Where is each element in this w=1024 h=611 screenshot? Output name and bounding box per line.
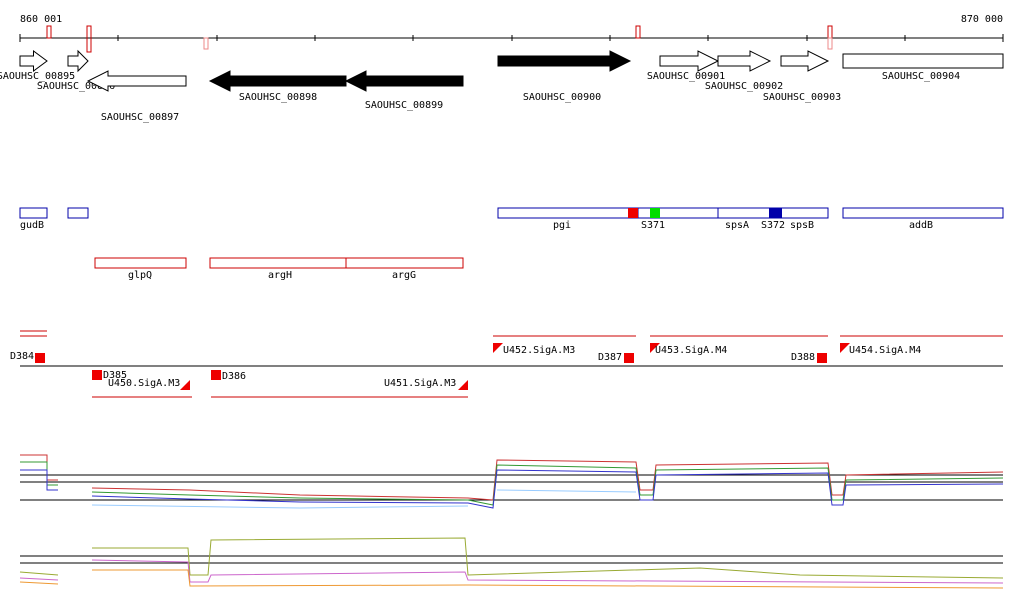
ruler-end: 870 000 <box>961 14 1003 25</box>
ruler-start: 860 001 <box>20 14 62 25</box>
gene-label: SAOUHSC_00904 <box>882 71 960 82</box>
gene <box>717 50 772 72</box>
gene <box>208 70 347 92</box>
segment-label: U451.SigA.M3 <box>384 378 456 389</box>
feature-label: spsB <box>790 220 814 231</box>
ruler-markers <box>46 25 833 53</box>
feature-label: gudB <box>20 220 44 231</box>
segment-label: D387 <box>598 352 622 363</box>
gene <box>19 50 48 72</box>
gene-label: SAOUHSC_00900 <box>523 92 601 103</box>
gene-label: SAOUHSC_00897 <box>101 112 179 123</box>
segment-label: D385 <box>103 370 127 381</box>
expression-tracks <box>19 454 1004 589</box>
gene-label: SAOUHSC_00898 <box>239 92 317 103</box>
operon-label: glpQ <box>128 270 152 281</box>
segment-label: D386 <box>222 371 246 382</box>
segment-label: U450.SigA.M3 <box>108 378 180 389</box>
segment-label: D384 <box>10 351 34 362</box>
feature-label: S371 <box>641 220 665 231</box>
feature-label: pgi <box>553 220 571 231</box>
segment-label: U454.SigA.M4 <box>849 345 921 356</box>
feature-label: spsA <box>725 220 749 231</box>
gene-label: SAOUHSC_00902 <box>705 81 783 92</box>
feature-mark <box>628 208 638 218</box>
gene <box>780 50 830 72</box>
segment-label: U452.SigA.M3 <box>503 345 575 356</box>
gene <box>659 50 720 72</box>
feature-mark <box>769 208 782 218</box>
feature-box <box>19 207 48 219</box>
operon-label: argH <box>268 270 292 281</box>
feature-label: addB <box>909 220 933 231</box>
gene-label: SAOUHSC_00895 <box>0 71 75 82</box>
gene-label: SAOUHSC_00901 <box>647 71 725 82</box>
gene-label: SAOUHSC_00903 <box>763 92 841 103</box>
feature-mark <box>650 208 660 218</box>
operon-box <box>94 257 187 269</box>
gene-label: SAOUHSC_00899 <box>365 100 443 111</box>
gene <box>67 49 89 73</box>
ruler-ticks <box>19 34 1004 42</box>
operon-box <box>209 257 347 269</box>
segment-markers <box>35 343 850 390</box>
feature-box <box>67 207 89 219</box>
segment-label: U453.SigA.M4 <box>655 345 727 356</box>
operon-box <box>345 257 464 269</box>
segment-track <box>20 330 1003 398</box>
gene <box>86 70 187 92</box>
feature-box <box>842 207 1004 219</box>
feature-label: S372 <box>761 220 785 231</box>
gene-label: SAOUHSC_00896 <box>37 81 115 92</box>
operon-label: argG <box>392 270 416 281</box>
segment-label: D388 <box>791 352 815 363</box>
feature-box <box>497 207 639 219</box>
gene <box>842 53 1004 69</box>
gene <box>497 50 632 72</box>
gene <box>344 70 464 92</box>
